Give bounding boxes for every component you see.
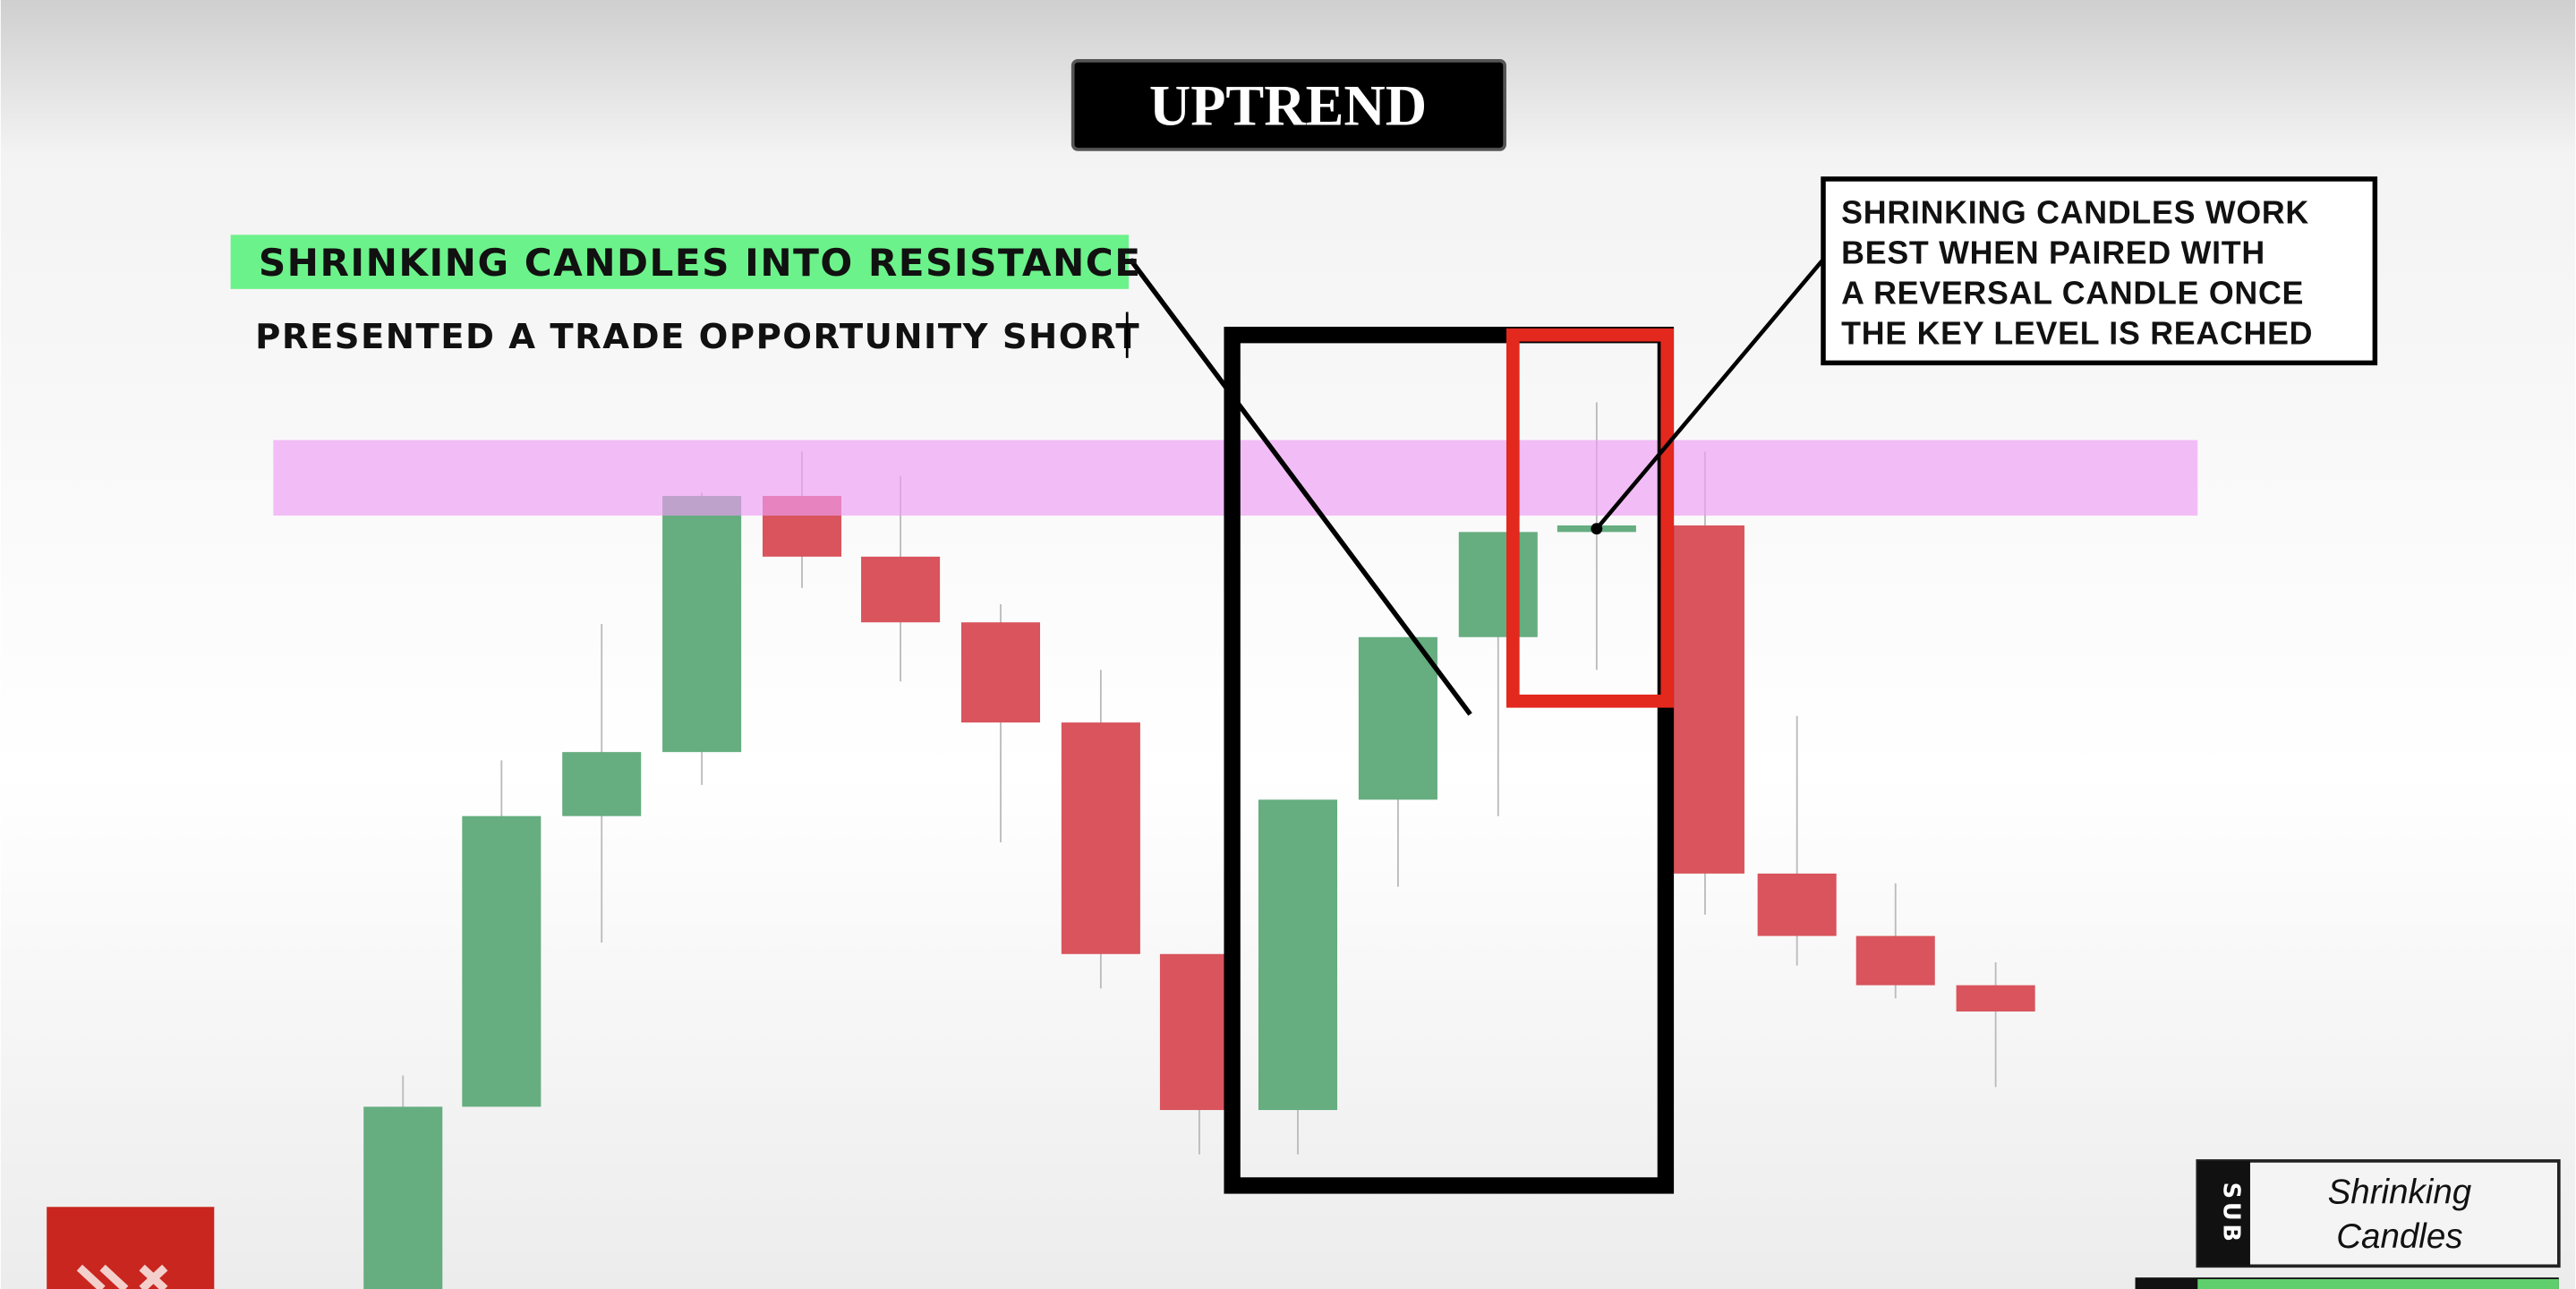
focus-box [1224, 327, 1675, 1194]
note: SHRINKING CANDLES WORK BEST WHEN PAIRED W… [1841, 194, 2313, 351]
note-box [1821, 176, 2378, 366]
title-box [1070, 59, 1506, 151]
note-line: BEST WHEN PAIRED WITH [1841, 235, 2265, 270]
note-line: A REVERSAL CANDLE ONCE [1841, 275, 2304, 311]
callout-highlight: SHRINKING CANDLES INTO RESISTANCE [259, 241, 1142, 285]
title: UPTREND [1149, 73, 1427, 137]
pointer-dot [1591, 523, 1603, 535]
candle-body [562, 752, 642, 816]
badge-bar-fill [2197, 1278, 2559, 1289]
badge [2196, 1159, 2561, 1268]
badge-tag: SUB [2217, 1182, 2244, 1245]
callout-subtext: PRESENTED A TRADE OPPORTUNITY SHORT [255, 317, 1140, 357]
candle-body [1956, 985, 2035, 1012]
candle-body [861, 556, 941, 623]
candle-body [1458, 532, 1538, 637]
candle-body [1061, 722, 1140, 954]
logo-mark [76, 1264, 168, 1289]
badge-tag-bg [2197, 1160, 2250, 1267]
note-line: THE KEY LEVEL IS REACHED [1841, 315, 2313, 351]
candle-body [1855, 935, 1935, 986]
candle-body [662, 495, 742, 753]
logo [47, 1207, 215, 1289]
candle-body [1757, 873, 1837, 936]
reversal-box [1506, 328, 1675, 708]
candle-body [1358, 636, 1437, 800]
candle-body [960, 622, 1041, 723]
candle-body [1258, 799, 1338, 1111]
candle-body [1665, 525, 1744, 874]
highlight-box [230, 235, 1130, 289]
badge-text: Shrinking Candles [2328, 1174, 2472, 1257]
badge-line: Shrinking [2328, 1174, 2472, 1212]
candle-body [363, 1106, 443, 1289]
pointer-line [1128, 258, 1472, 716]
pointer-line [1595, 258, 1825, 531]
badge-line: Candles [2336, 1217, 2462, 1256]
candle-body [462, 815, 542, 1107]
note-line: SHRINKING CANDLES WORK [1841, 194, 2309, 230]
